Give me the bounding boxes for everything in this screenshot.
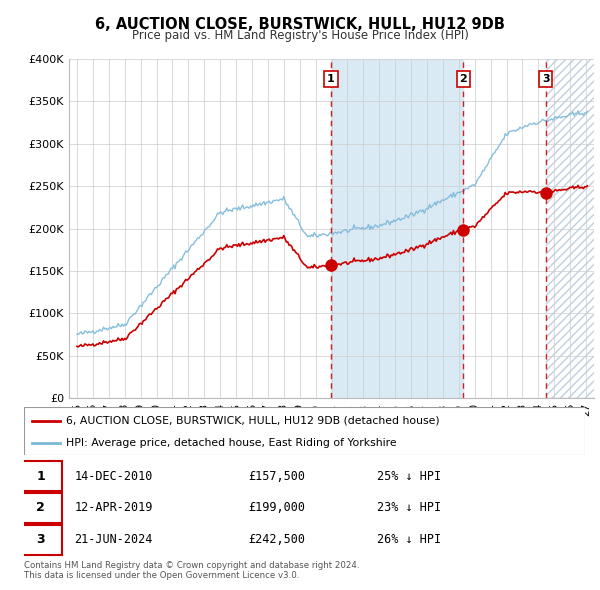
- FancyBboxPatch shape: [20, 461, 62, 491]
- Bar: [331, 59, 463, 398]
- Text: Price paid vs. HM Land Registry's House Price Index (HPI): Price paid vs. HM Land Registry's House …: [131, 30, 469, 42]
- Text: 3: 3: [542, 74, 550, 84]
- Text: 2: 2: [460, 74, 467, 84]
- Text: This data is licensed under the Open Government Licence v3.0.: This data is licensed under the Open Gov…: [24, 571, 299, 580]
- Bar: [546, 59, 600, 398]
- Text: 14-DEC-2010: 14-DEC-2010: [74, 470, 153, 483]
- FancyBboxPatch shape: [20, 525, 62, 555]
- Bar: [546, 59, 600, 398]
- Text: 25% ↓ HPI: 25% ↓ HPI: [377, 470, 442, 483]
- Text: £157,500: £157,500: [248, 470, 305, 483]
- FancyBboxPatch shape: [20, 493, 62, 523]
- Text: HPI: Average price, detached house, East Riding of Yorkshire: HPI: Average price, detached house, East…: [66, 438, 397, 448]
- Text: 2: 2: [36, 502, 45, 514]
- FancyBboxPatch shape: [24, 407, 585, 455]
- Text: Contains HM Land Registry data © Crown copyright and database right 2024.: Contains HM Land Registry data © Crown c…: [24, 560, 359, 569]
- Text: 6, AUCTION CLOSE, BURSTWICK, HULL, HU12 9DB (detached house): 6, AUCTION CLOSE, BURSTWICK, HULL, HU12 …: [66, 415, 440, 425]
- Text: 1: 1: [36, 470, 45, 483]
- Text: £242,500: £242,500: [248, 533, 305, 546]
- Text: 6, AUCTION CLOSE, BURSTWICK, HULL, HU12 9DB: 6, AUCTION CLOSE, BURSTWICK, HULL, HU12 …: [95, 17, 505, 31]
- Text: 3: 3: [36, 533, 45, 546]
- Text: £199,000: £199,000: [248, 502, 305, 514]
- Text: 23% ↓ HPI: 23% ↓ HPI: [377, 502, 442, 514]
- Text: 12-APR-2019: 12-APR-2019: [74, 502, 153, 514]
- Text: 1: 1: [327, 74, 335, 84]
- Text: 26% ↓ HPI: 26% ↓ HPI: [377, 533, 442, 546]
- Text: 21-JUN-2024: 21-JUN-2024: [74, 533, 153, 546]
